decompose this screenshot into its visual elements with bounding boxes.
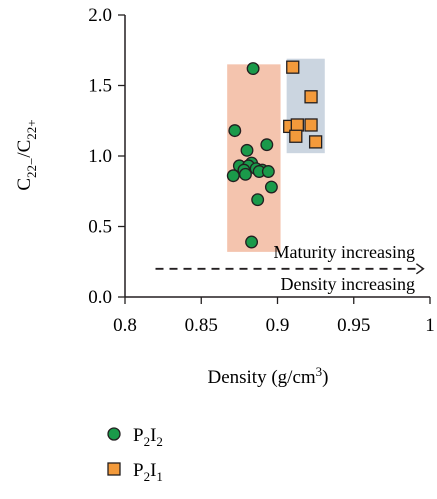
y-tick-label: 0.0 [88, 287, 112, 308]
data-points [226, 60, 323, 249]
x-axis-title: Density (g/cm3) [207, 364, 328, 388]
point-p2i1 [289, 129, 303, 143]
y-tick-label: 2.0 [88, 5, 112, 26]
point-p2i2 [240, 143, 254, 157]
point-p2i2 [260, 138, 274, 152]
shaded-regions [227, 58, 325, 252]
annotation-density-increasing: Density increasing [281, 274, 415, 294]
x-tick-label: 1 [425, 315, 435, 336]
y-axis-title: C22−/C22+ [14, 119, 39, 190]
point-p2i1 [304, 90, 318, 104]
annotation-maturity-increasing: Maturity increasing [274, 242, 415, 262]
x-tick-label: 0.95 [337, 315, 370, 336]
x-tick-label: 0.85 [185, 315, 218, 336]
point-p2i1 [286, 60, 300, 74]
y-tick-label: 1.5 [88, 76, 112, 97]
point-p2i2 [239, 167, 252, 181]
point-p2i2 [264, 180, 278, 194]
y-tick-label: 1.0 [88, 146, 112, 167]
legend-label-p2i2: P2I2 [133, 425, 163, 449]
legend-marker-p2i1 [107, 462, 121, 476]
ticks: 0.8 0.85 0.9 0.95 1 0.0 0.5 1.0 1.5 2.0 [88, 5, 435, 336]
x-tick-label: 0.8 [113, 315, 137, 336]
point-p2i2 [246, 62, 260, 76]
legend-marker-p2i2 [107, 427, 121, 441]
legend-label-p2i1: P2I1 [133, 460, 163, 484]
point-p2i2 [245, 235, 259, 249]
direction-arrow-head [415, 263, 425, 275]
point-p2i2 [226, 169, 240, 183]
y-tick-label: 0.5 [88, 217, 112, 238]
point-p2i2 [251, 193, 265, 207]
point-p2i1 [304, 118, 318, 132]
point-p2i2 [228, 124, 242, 138]
point-p2i2 [261, 165, 275, 178]
point-p2i1 [308, 135, 323, 149]
legend: P2I2 P2I1 [107, 425, 163, 484]
point-p2i1 [290, 118, 304, 132]
x-tick-label: 0.9 [266, 315, 290, 336]
